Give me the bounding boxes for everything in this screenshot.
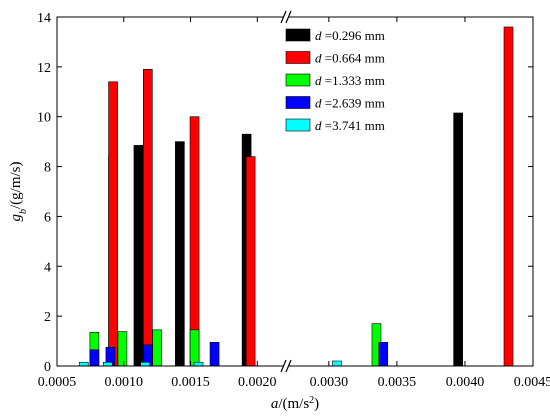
x-tick-label: 0.0045: [514, 375, 550, 390]
x-axis-unit-exponent: 2: [309, 395, 314, 406]
legend-label-value: =1.333 mm: [322, 73, 385, 88]
y-tick-label: 8: [44, 161, 51, 176]
x-tick-label: 0.0030: [310, 375, 349, 390]
bar-series-1-point-3: [175, 141, 185, 367]
y-axis-unit: /(g/m/s): [8, 161, 24, 209]
x-axis-unit-close: ): [314, 396, 319, 412]
legend-swatch: [285, 28, 311, 42]
legend-label-value: =0.296 mm: [322, 28, 385, 43]
bar-series-4-point-1: [89, 349, 100, 367]
bar-series-5-point-4: [193, 361, 204, 367]
axis-break-gap: [283, 10, 289, 24]
legend-label: d =0.664 mm: [315, 51, 385, 66]
legend-label-variable: d: [315, 96, 322, 111]
bar-series-2-point-3: [189, 116, 200, 367]
legend-swatch: [285, 73, 311, 87]
y-tick-label: 14: [37, 11, 51, 26]
axis-break-gap: [283, 359, 289, 373]
legend-label-value: =3.741 mm: [322, 118, 385, 133]
bar-series-5-point-2: [102, 361, 113, 367]
axis-break-slash: [285, 10, 292, 24]
axis-break-slash: [280, 10, 287, 24]
y-axis-variable: g: [8, 214, 24, 222]
bar-series-3-point-3: [152, 329, 162, 367]
x-tick-label: 0.0010: [105, 375, 144, 390]
legend-label-value: =2.639 mm: [322, 96, 385, 111]
x-axis-title: a/(m/s2): [271, 395, 319, 413]
axis-break-slash: [280, 359, 287, 373]
bar-series-2-point-5: [503, 26, 514, 367]
legend-label-variable: d: [315, 73, 322, 88]
y-tick-label: 10: [37, 111, 51, 126]
legend-swatch: [285, 96, 311, 109]
bar-series-5-point-1: [78, 361, 89, 367]
axis-break-slash: [285, 359, 292, 373]
x-tick-label: 0.0040: [446, 375, 485, 390]
ticks-layer: 0 2 4 6 8 10 12 14 0.0005 0.0010 0.0015 0.0020 0.003…: [37, 11, 550, 390]
x-axis-variable: a: [271, 396, 279, 412]
legend-swatch: [285, 51, 311, 64]
y-tick-label: 2: [44, 310, 51, 325]
bar-series-5-point-3: [140, 361, 150, 367]
x-axis-break-mark: [280, 10, 292, 373]
plot-frame: [56, 16, 534, 367]
x-tick-label: 0.0015: [171, 375, 210, 390]
y-axis-variable-subscript: b: [18, 209, 29, 214]
legend-label: d =1.333 mm: [315, 73, 385, 88]
bars-layer: [78, 26, 514, 367]
bar-series-3-point-4: [189, 329, 200, 367]
x-tick-label: 0.0020: [238, 375, 277, 390]
legend-label: d =0.296 mm: [315, 28, 385, 43]
bar-series-5-point-5: [332, 360, 342, 367]
legend-label: d =2.639 mm: [315, 96, 385, 111]
bar-series-2-point-4: [245, 156, 256, 367]
bar-series-3-point-2: [117, 331, 128, 367]
legend: d =0.296 mmd =0.664 mmd =1.333 mmd =2.63…: [285, 28, 385, 133]
bar-series-1-point-5: [453, 112, 463, 367]
bar-series-4-point-4: [209, 342, 220, 367]
bar-series-1-point-2: [133, 145, 144, 367]
legend-label-variable: d: [315, 51, 322, 66]
legend-swatch: [285, 118, 311, 132]
y-tick-label: 12: [37, 61, 51, 76]
x-tick-label: 0.0035: [378, 375, 417, 390]
y-axis-title: gb/(g/m/s): [8, 161, 29, 221]
bar-series-2-point-2: [143, 69, 153, 367]
legend-label-variable: d: [315, 118, 322, 133]
legend-label: d =3.741 mm: [315, 118, 385, 133]
bar-series-4-point-5: [378, 342, 389, 367]
y-tick-label: 6: [44, 210, 51, 225]
y-tick-label: 0: [44, 360, 51, 375]
x-axis-unit: /(m/s: [278, 396, 309, 412]
legend-label-variable: d: [315, 28, 322, 43]
bar-series-2-point-1: [108, 81, 118, 367]
legend-label-value: =0.664 mm: [322, 51, 385, 66]
x-tick-label: 0.0005: [38, 375, 77, 390]
y-tick-label: 4: [44, 260, 51, 275]
